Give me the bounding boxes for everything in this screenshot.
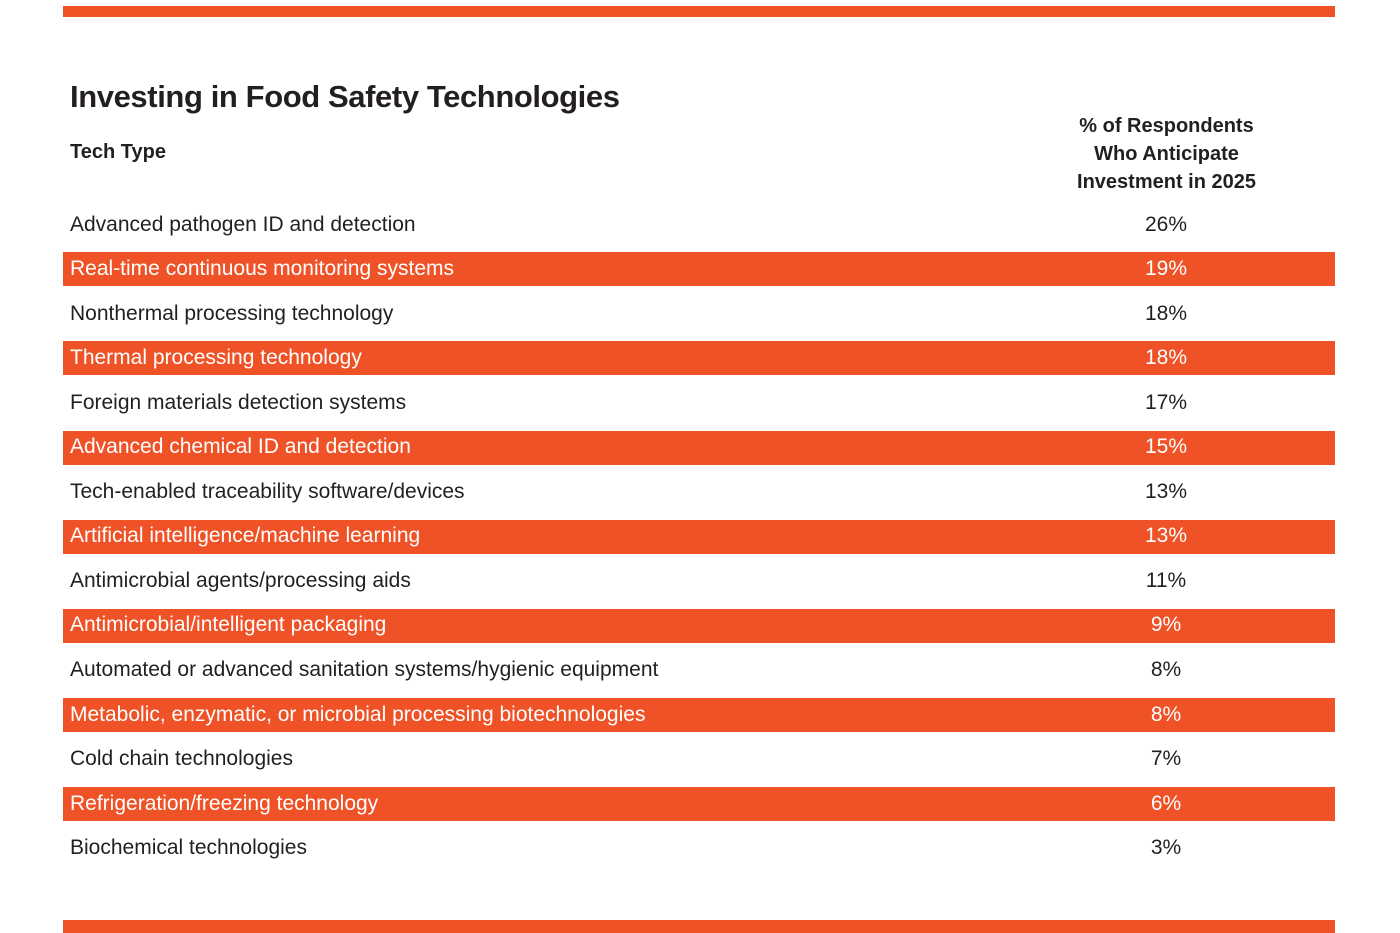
table-row: Cold chain technologies 7%: [0, 737, 1400, 782]
row-tech-type-label: Biochemical technologies: [70, 836, 307, 860]
row-percent-value: 8%: [1150, 702, 1182, 726]
bottom-accent-bar: [63, 920, 1335, 933]
row-percent-value: 8%: [1150, 657, 1182, 681]
row-percent-value: 13%: [1144, 479, 1188, 503]
row-tech-type-label: Nonthermal processing technology: [70, 301, 394, 325]
row-tech-type-label: Metabolic, enzymatic, or microbial proce…: [70, 702, 646, 726]
row-tech-type-label: Cold chain technologies: [70, 747, 293, 771]
row-tech-type-label: Antimicrobial/intelligent packaging: [70, 613, 387, 637]
row-percent-value: 3%: [1150, 836, 1182, 860]
row-tech-type-label: Antimicrobial agents/processing aids: [70, 568, 411, 592]
row-percent-value: 13%: [1144, 524, 1188, 548]
table-row: Advanced pathogen ID and detection 26%: [0, 203, 1400, 248]
table-row: Antimicrobial/intelligent packaging 9%: [0, 603, 1400, 648]
row-tech-type-label: Advanced chemical ID and detection: [70, 435, 411, 459]
row-tech-type-label: Refrigeration/freezing technology: [70, 791, 379, 815]
table-row: Biochemical technologies 3%: [0, 826, 1400, 871]
row-highlight-band: [63, 341, 1335, 376]
row-percent-value: 11%: [1145, 568, 1187, 592]
column-header-line: Investment in 2025: [1077, 171, 1256, 193]
table-row: Nonthermal processing technology 18%: [0, 292, 1400, 337]
table-row: Foreign materials detection systems 17%: [0, 381, 1400, 426]
row-percent-value: 15%: [1144, 435, 1188, 459]
row-highlight-band: [63, 430, 1335, 465]
table-row: Advanced chemical ID and detection 15%: [0, 425, 1400, 470]
column-header-line: Who Anticipate: [1094, 143, 1239, 165]
row-tech-type-label: Foreign materials detection systems: [70, 390, 407, 414]
row-percent-value: 6%: [1150, 791, 1182, 815]
row-highlight-band: [63, 697, 1335, 732]
row-highlight-band: [63, 786, 1335, 821]
column-header-tech-type: Tech Type: [70, 141, 166, 163]
row-percent-value: 17%: [1144, 390, 1188, 414]
table-body: Advanced pathogen ID and detection 26% R…: [0, 203, 1400, 871]
row-tech-type-label: Tech-enabled traceability software/devic…: [70, 479, 465, 503]
row-highlight-band: [63, 608, 1335, 643]
row-percent-value: 18%: [1144, 301, 1188, 325]
table-row: Antimicrobial agents/processing aids 11%: [0, 559, 1400, 604]
column-header-line: % of Respondents: [1079, 115, 1254, 137]
table-row: Automated or advanced sanitation systems…: [0, 648, 1400, 693]
row-percent-value: 18%: [1144, 346, 1188, 370]
row-highlight-band: [63, 519, 1335, 554]
row-percent-value: 19%: [1144, 257, 1188, 281]
table-row: Metabolic, enzymatic, or microbial proce…: [0, 693, 1400, 738]
row-percent-value: 26%: [1144, 212, 1188, 236]
row-tech-type-label: Automated or advanced sanitation systems…: [70, 657, 659, 681]
row-tech-type-label: Real-time continuous monitoring systems: [70, 257, 454, 281]
page-title: Investing in Food Safety Technologies: [70, 78, 620, 114]
row-tech-type-label: Advanced pathogen ID and detection: [70, 212, 416, 236]
row-percent-value: 9%: [1150, 613, 1182, 637]
table-row: Real-time continuous monitoring systems …: [0, 247, 1400, 292]
row-tech-type-label: Artificial intelligence/machine learning: [70, 524, 421, 548]
row-highlight-band: [63, 252, 1335, 287]
table-row: Refrigeration/freezing technology 6%: [0, 782, 1400, 827]
table-row: Tech-enabled traceability software/devic…: [0, 470, 1400, 515]
row-tech-type-label: Thermal processing technology: [70, 346, 362, 370]
column-header-percent-respondents: % of Respondents Who Anticipate Investme…: [1040, 112, 1293, 196]
row-percent-value: 7%: [1150, 747, 1182, 771]
top-accent-bar: [63, 6, 1335, 17]
table-row: Artificial intelligence/machine learning…: [0, 514, 1400, 559]
table-row: Thermal processing technology 18%: [0, 336, 1400, 381]
